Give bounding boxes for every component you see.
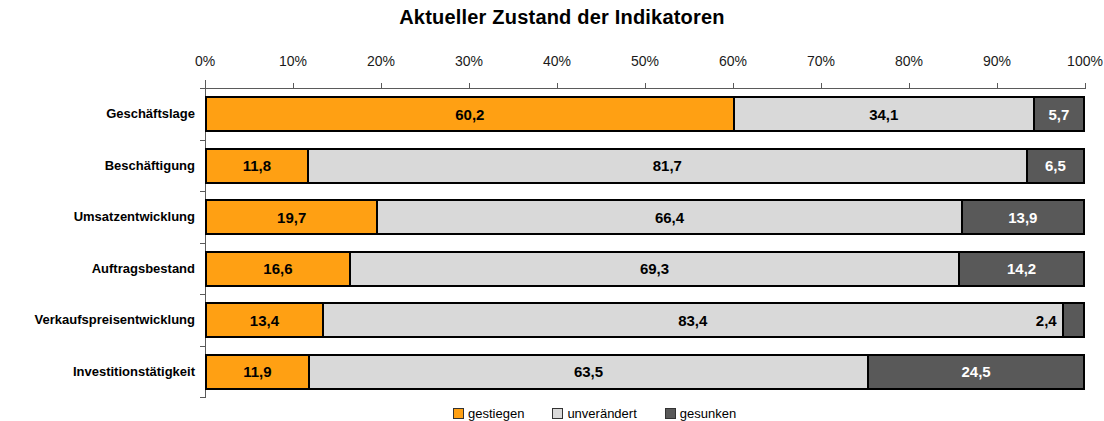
bar-row: 19,7 66,4 13,9 (205, 199, 1085, 235)
legend-swatch-gesunken (665, 408, 676, 419)
bar-segment: 60,2 (205, 96, 735, 132)
bar-segment: 81,7 (309, 148, 1028, 184)
x-axis-tick-label: 50% (605, 53, 685, 69)
x-axis-tick-label: 80% (869, 53, 949, 69)
legend-swatch-gestiegen (453, 408, 464, 419)
legend: gestiegen unverändert gesunken (453, 406, 736, 421)
bar-segment: 5,7 (1035, 96, 1085, 132)
bar-segment: 63,5 (310, 354, 869, 390)
bar-row: 16,6 69,3 14,2 (205, 251, 1085, 287)
value-label: 63,5 (574, 363, 603, 380)
value-label: 14,2 (1007, 260, 1036, 277)
value-label: 13,4 (250, 312, 279, 329)
bar-segment: 34,1 (735, 96, 1035, 132)
bar-segment: 66,4 (378, 199, 962, 235)
value-label: 5,7 (1048, 106, 1069, 123)
value-label: 2,4 (1036, 312, 1057, 329)
value-label: 19,7 (277, 209, 306, 226)
bar-segment: 13,9 (963, 199, 1085, 235)
bar-segment: 69,3 (351, 251, 960, 287)
x-axis-tick-label: 60% (693, 53, 773, 69)
x-axis-tick-label: 40% (517, 53, 597, 69)
bar-row: 60,2 34,1 5,7 (205, 96, 1085, 132)
bar-segment: 13,4 (205, 302, 324, 338)
plot-area: 60,2 34,1 5,7 11,8 81,7 6,5 19,7 66,4 13,9 16,6 69… (205, 88, 1085, 397)
value-label: 6,5 (1045, 157, 1066, 174)
bar-segment: 19,7 (205, 199, 378, 235)
category-label: Investitionstätigkeit (0, 354, 195, 390)
value-label: 24,5 (961, 363, 990, 380)
bar-segment: 6,5 (1028, 148, 1085, 184)
x-axis-tick-label: 20% (341, 53, 421, 69)
value-label: 83,4 (678, 312, 707, 329)
category-label: Verkaufspreisentwicklung (0, 302, 195, 338)
chart-title: Aktueller Zustand der Indikatoren (20, 6, 1104, 29)
legend-swatch-unverndert (552, 408, 563, 419)
bar-segment: 24,5 (869, 354, 1085, 390)
value-label: 16,6 (263, 260, 292, 277)
category-label: Auftragsbestand (0, 251, 195, 287)
value-label: 81,7 (653, 157, 682, 174)
x-axis-tick-label: 100% (1045, 53, 1104, 69)
bar-row: 13,4 83,4 2,4 (205, 302, 1085, 338)
value-label: 11,8 (243, 157, 271, 174)
stacked-bar-chart: Aktueller Zustand der Indikatoren 0% 10% 2… (0, 0, 1104, 421)
bar-row: 11,9 63,5 24,5 (205, 354, 1085, 390)
value-label: 11,9 (243, 363, 271, 380)
bar-segment: 11,9 (205, 354, 310, 390)
legend-item: gestiegen (453, 406, 524, 421)
value-label: 13,9 (1008, 209, 1037, 226)
x-axis-tick-label: 0% (165, 53, 245, 69)
legend-item: unverändert (552, 406, 636, 421)
x-axis-tick-label: 70% (781, 53, 861, 69)
category-label: Beschäftigung (0, 148, 195, 184)
value-label: 66,4 (655, 209, 684, 226)
category-label: Geschäftslage (0, 96, 195, 132)
legend-item: gesunken (665, 406, 736, 421)
x-axis-tick-label: 90% (957, 53, 1037, 69)
bar-segment: 83,4 2,4 (324, 302, 1064, 338)
bar-segment: 11,8 (205, 148, 309, 184)
x-axis-tick-label: 30% (429, 53, 509, 69)
bar-segment: 16,6 (205, 251, 351, 287)
value-label: 60,2 (455, 106, 484, 123)
bar-segment (1064, 302, 1085, 338)
category-label: Umsatzentwicklung (0, 199, 195, 235)
value-label: 34,1 (869, 106, 898, 123)
legend-label: gestiegen (468, 406, 524, 421)
bar-segment: 14,2 (960, 251, 1085, 287)
legend-label: gesunken (680, 406, 736, 421)
value-label: 69,3 (640, 260, 669, 277)
x-axis-tick-label: 10% (253, 53, 333, 69)
legend-label: unverändert (567, 406, 636, 421)
bar-row: 11,8 81,7 6,5 (205, 148, 1085, 184)
y-axis-tick-mark (200, 397, 205, 398)
